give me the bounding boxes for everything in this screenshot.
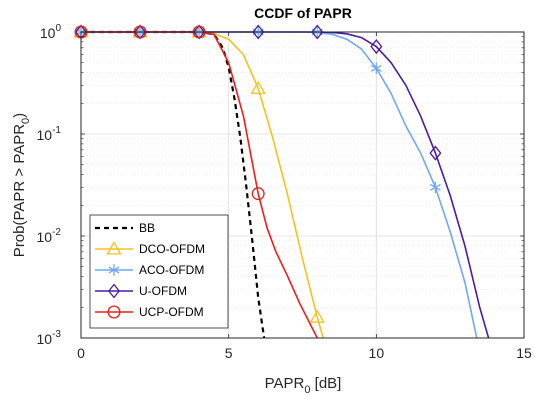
y-tick-label: 10-2 [37,227,62,245]
legend-label-1: DCO-OFDM [139,242,205,256]
x-axis-label-main: PAPR [265,375,305,392]
x-tick-label: 15 [516,345,532,361]
series-marker-3 [134,24,147,40]
y-tick-label-exponent: -2 [52,227,61,238]
series-line-3 [81,31,490,338]
legend-label-3: U-OFDM [139,284,187,298]
y-tick-label: 10-3 [37,329,62,347]
y-tick-label: 10-1 [37,125,62,143]
y-tick-label-base: 10 [37,127,53,143]
x-axis-label: PAPR0 [dB] [265,375,342,396]
legend-box [89,214,229,329]
plot-frame [80,31,525,339]
x-tick-label: 0 [77,345,85,361]
legend-items: BB DCO-OFDM ACO-OFDM U-OFDM UCP-OFDM [95,221,205,319]
y-tick-label-exponent: -1 [52,125,61,136]
y-tick-label-exponent: 0 [55,23,61,34]
legend-marker-1 [106,241,122,255]
legend-label-2: ACO-OFDM [139,263,204,277]
series-marker-1 [250,80,266,94]
y-axis-label-subscript: 0 [20,118,32,124]
legend-marker-4 [107,305,121,319]
y-tick-label-exponent: -3 [52,329,61,340]
x-axis-label-unit: [dB] [311,375,342,392]
x-tick-label: 5 [225,345,233,361]
x-tick-label: 10 [369,345,385,361]
y-tick-label-base: 10 [40,25,56,41]
series-marker-3 [193,24,206,40]
y-tick-label-base: 10 [37,229,53,245]
series-marker-2-stroke [370,64,382,72]
series-marker-4 [251,187,265,201]
grid-layer [81,32,524,338]
series-marker-3 [311,24,324,40]
legend-label-4: UCP-OFDM [139,305,204,319]
series-marker-3 [252,24,265,40]
series-marker-2 [370,62,382,75]
chart-title: CCDF of PAPR [254,5,352,21]
series-line-4 [81,31,318,338]
series-marker-2 [430,181,441,194]
series-marker-1 [309,309,325,323]
legend: BB DCO-OFDM ACO-OFDM U-OFDM UCP-OFDM [89,214,229,329]
series-marker-3 [370,39,383,55]
y-axis-label: Prob(PAPR > PAPR0) [11,113,32,257]
y-tick-label: 100 [40,23,62,41]
legend-marker-2 [108,264,120,276]
y-axis-label-suffix: ) [11,113,28,118]
y-axis-label-prefix: Prob(PAPR > PAPR [11,124,28,257]
legend-label-0: BB [139,221,155,235]
series-marker-3 [429,145,442,161]
series-marker-2-stroke [430,183,441,191]
legend-marker-3 [107,283,121,299]
y-tick-label-base: 10 [37,331,53,347]
x-axis-label-subscript: 0 [304,384,310,396]
legend-marker-2-stroke [108,266,120,274]
